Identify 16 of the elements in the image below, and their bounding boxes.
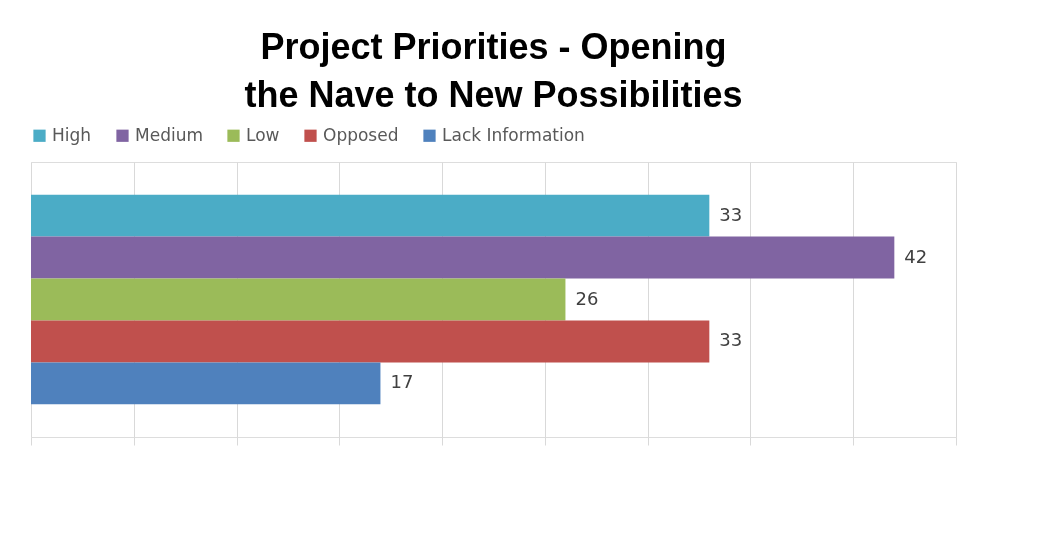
legend-label: Opposed bbox=[323, 124, 399, 145]
legend-label: High bbox=[52, 124, 92, 145]
data-label: 26 bbox=[575, 287, 599, 309]
data-label: 33 bbox=[719, 203, 743, 225]
legend-label: Low bbox=[246, 124, 280, 145]
bar bbox=[31, 236, 895, 279]
data-label: 42 bbox=[904, 245, 928, 267]
legend-label: Lack Information bbox=[442, 124, 585, 145]
bar bbox=[31, 278, 566, 321]
data-label: 33 bbox=[719, 329, 743, 351]
chart-title: Project Priorities - Opening the Nave to New Possibilities bbox=[244, 26, 743, 115]
bar bbox=[31, 362, 381, 405]
bar bbox=[31, 320, 710, 363]
bar bbox=[31, 194, 710, 237]
legend-label: Medium bbox=[135, 124, 203, 145]
data-label: 17 bbox=[390, 371, 414, 393]
